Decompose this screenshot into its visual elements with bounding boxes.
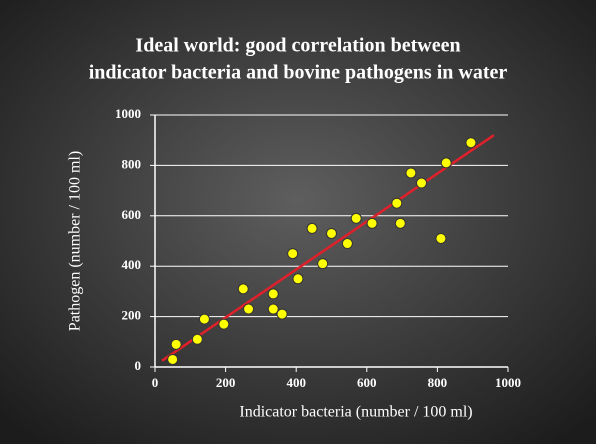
point <box>341 238 353 250</box>
point <box>416 177 428 189</box>
point <box>405 167 417 179</box>
point <box>218 318 230 330</box>
trend-line <box>161 134 495 362</box>
y-tick-label: 0 <box>135 358 142 373</box>
y-tick-label: 200 <box>122 308 142 323</box>
y-tick-label: 800 <box>122 156 142 171</box>
point <box>287 248 299 260</box>
x-axis-label: Indicator bacteria (number / 100 ml) <box>239 404 472 421</box>
point <box>243 303 255 315</box>
point <box>391 197 403 209</box>
x-tick-label: 200 <box>216 375 236 390</box>
point <box>465 137 477 149</box>
point <box>276 308 288 320</box>
point <box>167 353 179 365</box>
x-tick-label: 1000 <box>495 375 521 390</box>
y-tick-label: 1000 <box>115 106 141 121</box>
y-tick-label: 600 <box>122 207 142 222</box>
point <box>191 333 203 345</box>
point <box>267 288 279 300</box>
x-tick-label: 0 <box>152 375 159 390</box>
point <box>435 232 447 244</box>
point <box>267 303 279 315</box>
point <box>170 338 182 350</box>
point <box>440 157 452 169</box>
x-tick-label: 600 <box>357 375 377 390</box>
point <box>394 217 406 229</box>
point <box>326 227 337 239</box>
point <box>237 283 249 295</box>
point <box>366 217 378 229</box>
chart-title: Ideal world: good correlation between <box>135 35 460 57</box>
point <box>350 212 362 224</box>
chart-title: indicator bacteria and bovine pathogens … <box>89 62 508 84</box>
x-tick-label: 800 <box>428 375 448 390</box>
point <box>292 273 304 285</box>
point <box>317 258 329 270</box>
y-axis-label: Pathogen (number / 100 ml) <box>67 151 84 331</box>
y-tick-label: 400 <box>122 257 142 272</box>
x-tick-label: 400 <box>286 375 306 390</box>
point <box>306 222 318 234</box>
point <box>198 313 210 325</box>
